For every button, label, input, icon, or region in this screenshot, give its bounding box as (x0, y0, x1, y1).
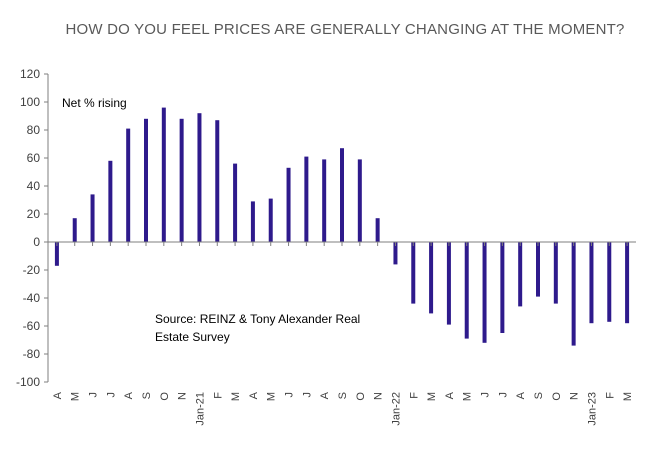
x-tick-label: S (141, 392, 153, 399)
x-tick-label: O (355, 392, 367, 401)
bar (215, 120, 220, 242)
bar (144, 118, 148, 242)
bar (429, 242, 434, 314)
bar (108, 160, 113, 242)
x-tick-label: M (70, 392, 82, 401)
x-tick-label: S (533, 392, 545, 399)
x-tick-label: A (52, 391, 64, 399)
x-tick-label: A (444, 391, 456, 399)
y-tick-label: -20 (23, 263, 41, 277)
y-tick-label: -100 (16, 375, 40, 389)
x-tick-label: Jan-23 (586, 392, 598, 426)
x-tick-label: N (569, 392, 581, 400)
bar (625, 242, 630, 324)
bar (589, 242, 594, 324)
x-tick-label: M (266, 392, 278, 401)
x-tick-label: A (319, 391, 331, 399)
bar (607, 242, 612, 322)
x-tick-label: O (551, 392, 563, 401)
x-tick-label: J (497, 392, 509, 398)
x-tick-label: M (462, 392, 474, 401)
bar (411, 242, 416, 304)
series-label: Net % rising (62, 96, 127, 110)
y-tick-label: 120 (20, 67, 40, 81)
bar (250, 201, 255, 242)
bar (126, 128, 131, 242)
x-tick-label: M (622, 392, 634, 401)
bar (90, 194, 95, 242)
bar (322, 159, 327, 242)
y-tick-label: 80 (27, 123, 41, 137)
x-tick-label: N (373, 392, 385, 400)
bar (446, 242, 451, 325)
bar (518, 242, 523, 307)
x-tick-label: N (177, 392, 189, 400)
x-tick-label: J (480, 392, 492, 398)
x-axis: A M J J A S O N Jan-21 F M A M J J A S O N Jan-22 F M A M J J A S O N… (48, 241, 636, 426)
y-tick-label: 0 (33, 235, 40, 249)
bar (233, 163, 238, 242)
x-tick-label: F (604, 392, 616, 399)
y-tick-label: 40 (27, 179, 41, 193)
x-tick-label: A (248, 391, 260, 399)
chart-title: HOW DO YOU FEEL PRICES ARE GENERALLY CHA… (65, 21, 625, 38)
bar (286, 167, 291, 242)
x-tick-label: M (230, 392, 242, 401)
x-tick-label: A (515, 391, 527, 399)
y-tick-label: 60 (27, 151, 41, 165)
bar (179, 118, 184, 242)
y-tick-label: -80 (23, 347, 41, 361)
bar (197, 113, 202, 242)
bar (161, 107, 166, 242)
bar (304, 156, 309, 242)
x-tick-label: A (123, 391, 135, 399)
bar (375, 218, 380, 242)
x-tick-label: F (408, 392, 420, 399)
y-tick-label: 100 (20, 95, 40, 109)
x-tick-label: J (88, 392, 100, 398)
x-tick-label: Jan-22 (390, 392, 402, 426)
bar (536, 242, 540, 297)
x-tick-label: O (159, 392, 171, 401)
bar (571, 242, 576, 346)
bar (268, 198, 273, 242)
bar (393, 242, 398, 265)
y-tick-label: -40 (23, 291, 41, 305)
bar (464, 242, 469, 339)
bar (482, 242, 487, 343)
x-tick-label: Jan-21 (194, 392, 206, 426)
bar (357, 159, 362, 242)
bar (72, 218, 77, 242)
x-tick-label: J (284, 392, 296, 398)
y-tick-label: -60 (23, 319, 41, 333)
x-tick-label: M (426, 392, 438, 401)
x-tick-label: J (301, 392, 313, 398)
source-note-line-2: Estate Survey (155, 330, 230, 344)
x-tick-label: S (337, 392, 349, 399)
x-tick-label: F (212, 392, 224, 399)
bar (54, 242, 59, 266)
bars (54, 107, 630, 346)
y-axis: -100 -80 -60 -40 -20 0 20 40 60 80 100 120 (16, 67, 49, 389)
bar (553, 242, 558, 304)
source-note-line-1: Source: REINZ & Tony Alexander Real (155, 312, 360, 326)
bar (340, 148, 344, 242)
x-tick-label: J (105, 392, 117, 398)
y-tick-label: 20 (27, 207, 41, 221)
bar (500, 242, 505, 333)
